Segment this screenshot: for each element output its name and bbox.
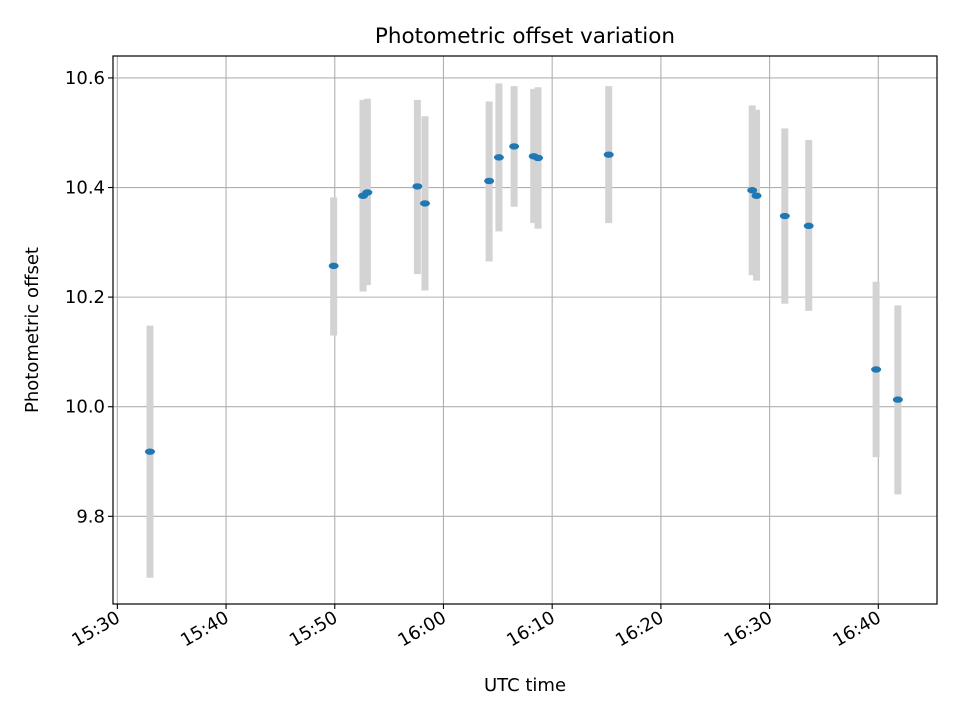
y-tick-label: 10.2 <box>65 287 105 308</box>
data-point <box>892 396 903 403</box>
plot-frame <box>112 55 938 605</box>
data-point <box>144 448 155 455</box>
data-point <box>412 183 423 190</box>
y-tick-label: 9.8 <box>76 506 105 527</box>
x-axis-label: UTC time <box>484 675 566 696</box>
data-points <box>144 143 903 455</box>
data-point <box>362 189 373 196</box>
y-tick-label: 10.4 <box>65 178 105 199</box>
y-tick-label: 10.0 <box>65 397 105 418</box>
data-point <box>533 154 544 162</box>
data-point <box>603 151 614 158</box>
data-point <box>419 200 430 207</box>
y-axis-ticks: 9.8 10.0 10.2 10.4 10.6 <box>65 68 113 527</box>
data-point <box>751 192 762 199</box>
y-tick-label: 10.6 <box>65 68 105 89</box>
data-point <box>871 366 882 373</box>
chart-title: Photometric offset variation <box>375 24 675 49</box>
data-point <box>328 262 339 270</box>
data-point <box>493 154 504 161</box>
data-point <box>803 222 814 230</box>
data-point <box>484 177 495 185</box>
data-point <box>747 187 758 194</box>
grid <box>113 56 937 604</box>
data-point <box>509 143 520 150</box>
y-axis-label: Photometric offset <box>22 247 43 413</box>
data-point <box>779 212 790 220</box>
